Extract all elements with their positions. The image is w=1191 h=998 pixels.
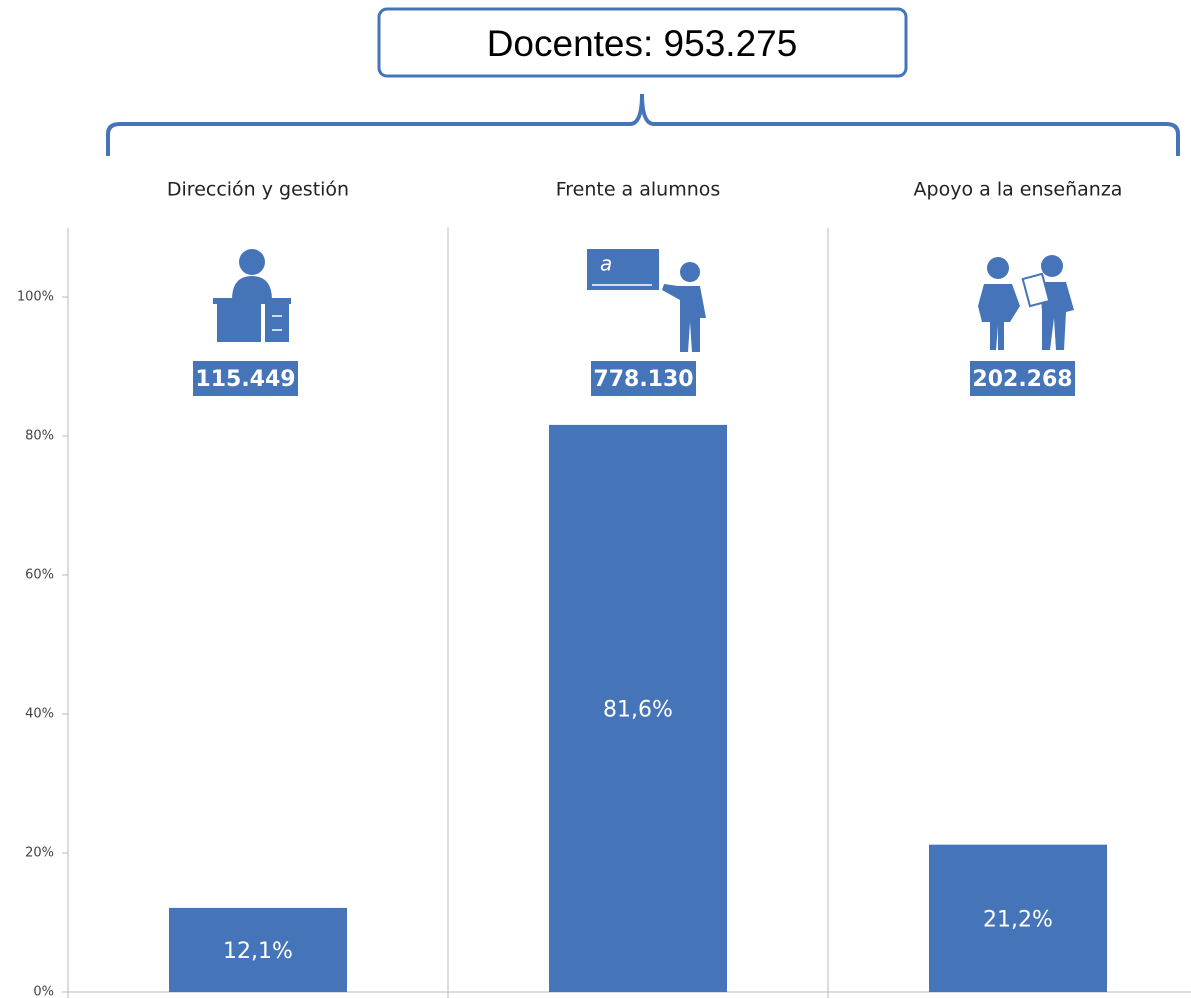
y-tick-label: 80% bbox=[25, 429, 54, 444]
y-tick-label: 20% bbox=[25, 846, 54, 861]
brace bbox=[106, 93, 1180, 156]
count-box bbox=[970, 361, 1075, 396]
support-icon bbox=[978, 255, 1074, 350]
y-tick-label: 40% bbox=[25, 707, 54, 722]
bar bbox=[549, 424, 727, 992]
board-icon: a bbox=[587, 249, 706, 352]
category-label: Dirección y gestión bbox=[167, 179, 349, 201]
count-box bbox=[193, 361, 298, 396]
bar bbox=[929, 844, 1107, 992]
y-tick-label: 0% bbox=[33, 985, 54, 998]
chart-title: Docentes: 953.275 bbox=[487, 23, 798, 64]
title-box bbox=[377, 7, 908, 78]
board-text: a bbox=[600, 252, 612, 276]
value-label: 21,2% bbox=[983, 907, 1053, 932]
value-label: 81,6% bbox=[603, 697, 673, 722]
count-label: 202.268 bbox=[972, 367, 1072, 392]
desk-icon bbox=[213, 249, 291, 342]
category-label: Apoyo a la enseñanza bbox=[914, 179, 1123, 201]
y-tick-label: 60% bbox=[25, 568, 54, 583]
value-label: 12,1% bbox=[223, 939, 293, 964]
count-label: 115.449 bbox=[195, 367, 295, 392]
bar bbox=[169, 907, 347, 992]
count-box bbox=[591, 361, 696, 396]
count-label: 778.130 bbox=[593, 367, 693, 392]
y-tick-label: 100% bbox=[17, 290, 54, 305]
category-label: Frente a alumnos bbox=[556, 179, 721, 201]
